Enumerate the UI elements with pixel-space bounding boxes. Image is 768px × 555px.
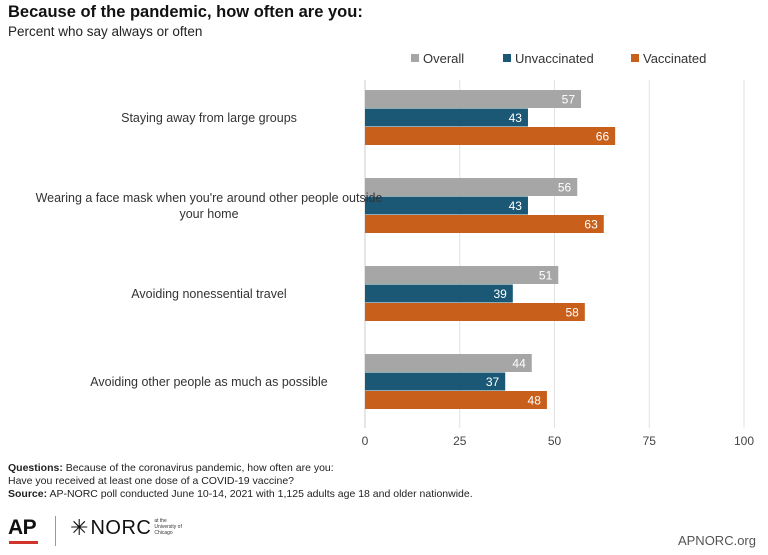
x-tick-label: 0 — [362, 434, 369, 448]
legend-swatch — [411, 54, 419, 62]
norc-logo: ✳ NORC at the University of Chicago — [70, 516, 186, 540]
bar — [365, 303, 585, 321]
data-label: 66 — [596, 130, 610, 144]
logo-divider — [55, 516, 56, 546]
category-label: your home — [179, 207, 238, 221]
bar — [365, 127, 616, 145]
category-label: Avoiding other people as much as possibl… — [90, 375, 327, 389]
bar — [365, 90, 582, 108]
bar — [365, 108, 528, 127]
legend-swatch — [503, 54, 511, 62]
legend-label: Unvaccinated — [515, 51, 594, 66]
data-label: 43 — [509, 199, 523, 213]
bar — [365, 178, 578, 196]
norc-logo-subtext: at the University of Chicago — [154, 518, 182, 536]
bar — [365, 391, 547, 409]
bar — [365, 215, 604, 233]
category-label: Staying away from large groups — [121, 111, 297, 125]
category-label: Wearing a face mask when you're around o… — [36, 191, 383, 205]
data-label: 39 — [493, 287, 507, 301]
site-url: APNORC.org — [677, 533, 756, 548]
bar — [365, 284, 513, 303]
x-tick-label: 50 — [548, 434, 562, 448]
x-tick-label: 75 — [643, 434, 657, 448]
data-label: 56 — [558, 181, 572, 195]
data-label: 48 — [528, 394, 542, 408]
norc-logo-text: NORC — [90, 517, 152, 539]
norc-star-icon: ✳ — [70, 515, 89, 540]
chart-subtitle: Percent who say always or often — [8, 24, 203, 39]
chart-title: Because of the pandemic, how often are y… — [8, 3, 363, 21]
questions-line: Questions: Because of the coronavirus pa… — [8, 462, 334, 474]
bar — [365, 372, 506, 391]
legend-label: Overall — [423, 51, 464, 66]
category-label: Avoiding nonessential travel — [131, 287, 286, 301]
x-tick-label: 100 — [734, 434, 754, 448]
bar — [365, 266, 559, 284]
data-label: 51 — [539, 269, 553, 283]
data-label: 43 — [509, 111, 523, 125]
bar — [365, 196, 528, 215]
data-label: 57 — [562, 93, 576, 107]
bar — [365, 354, 532, 372]
legend-swatch — [631, 54, 639, 62]
footnote: Questions: Because of the coronavirus pa… — [8, 462, 748, 501]
source-line: Source: AP-NORC poll conducted June 10-1… — [8, 488, 473, 500]
data-label: 58 — [565, 306, 579, 320]
data-label: 44 — [512, 357, 526, 371]
data-label: 37 — [486, 375, 500, 389]
x-tick-label: 25 — [453, 434, 467, 448]
question2-line: Have you received at least one dose of a… — [8, 475, 294, 487]
data-label: 63 — [584, 218, 598, 232]
ap-logo: AP — [8, 516, 37, 539]
legend-label: Vaccinated — [643, 51, 706, 66]
bar-chart: 0 25 50 75 100 Overall Unvaccinated Vaccinated 5… — [36, 51, 755, 448]
ap-logo-underline — [9, 541, 38, 544]
